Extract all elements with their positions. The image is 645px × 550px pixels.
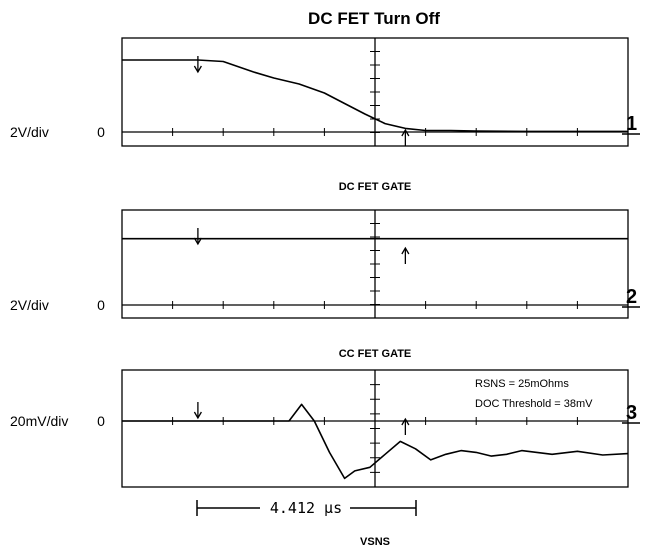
time-measurement: 4.412 µs — [196, 499, 417, 517]
panel-3-end-marker-head — [401, 417, 410, 426]
panel-1-zero-label: 0 — [97, 124, 105, 140]
panel-2-start-marker-head — [193, 237, 202, 246]
rsns-annotation: RSNS = 25mOhms — [475, 378, 569, 390]
panel-2-scale-label: 2V/div — [10, 297, 49, 313]
panel-1-start-marker-head — [193, 65, 202, 74]
doc-threshold-annotation: DOC Threshold = 38mV — [475, 398, 593, 410]
panel-1-waveform — [122, 59, 628, 133]
x-axis-label: VSNS — [360, 536, 390, 548]
panel-1: 2V/div 0 1 — [10, 37, 640, 147]
panel-1-scale-label: 2V/div — [10, 124, 49, 140]
panel-2-channel-number: 2 — [626, 286, 637, 308]
panel-3-title: CC FET GATE — [339, 348, 412, 360]
panel-3-channel-number: 3 — [626, 402, 637, 424]
panel-1-channel-number: 1 — [626, 113, 637, 135]
panel-2-title: DC FET GATE — [339, 181, 412, 193]
panel-1-end-marker-head — [401, 128, 410, 137]
panel-3-waveform — [122, 403, 629, 480]
panel-2-zero-label: 0 — [97, 297, 105, 313]
chart-title: DC FET Turn Off — [308, 9, 440, 28]
time-measurement-value: 4.412 µs — [270, 499, 342, 517]
panel-3-scale-label: 20mV/div — [10, 413, 68, 429]
panel-3-zero-label: 0 — [97, 413, 105, 429]
panel-2-end-marker-head — [401, 246, 410, 255]
panel-3: 20mV/div 0 3 — [10, 369, 640, 488]
panel-2: 2V/div 0 2 — [10, 209, 640, 319]
panel-3-start-marker-head — [193, 411, 202, 420]
